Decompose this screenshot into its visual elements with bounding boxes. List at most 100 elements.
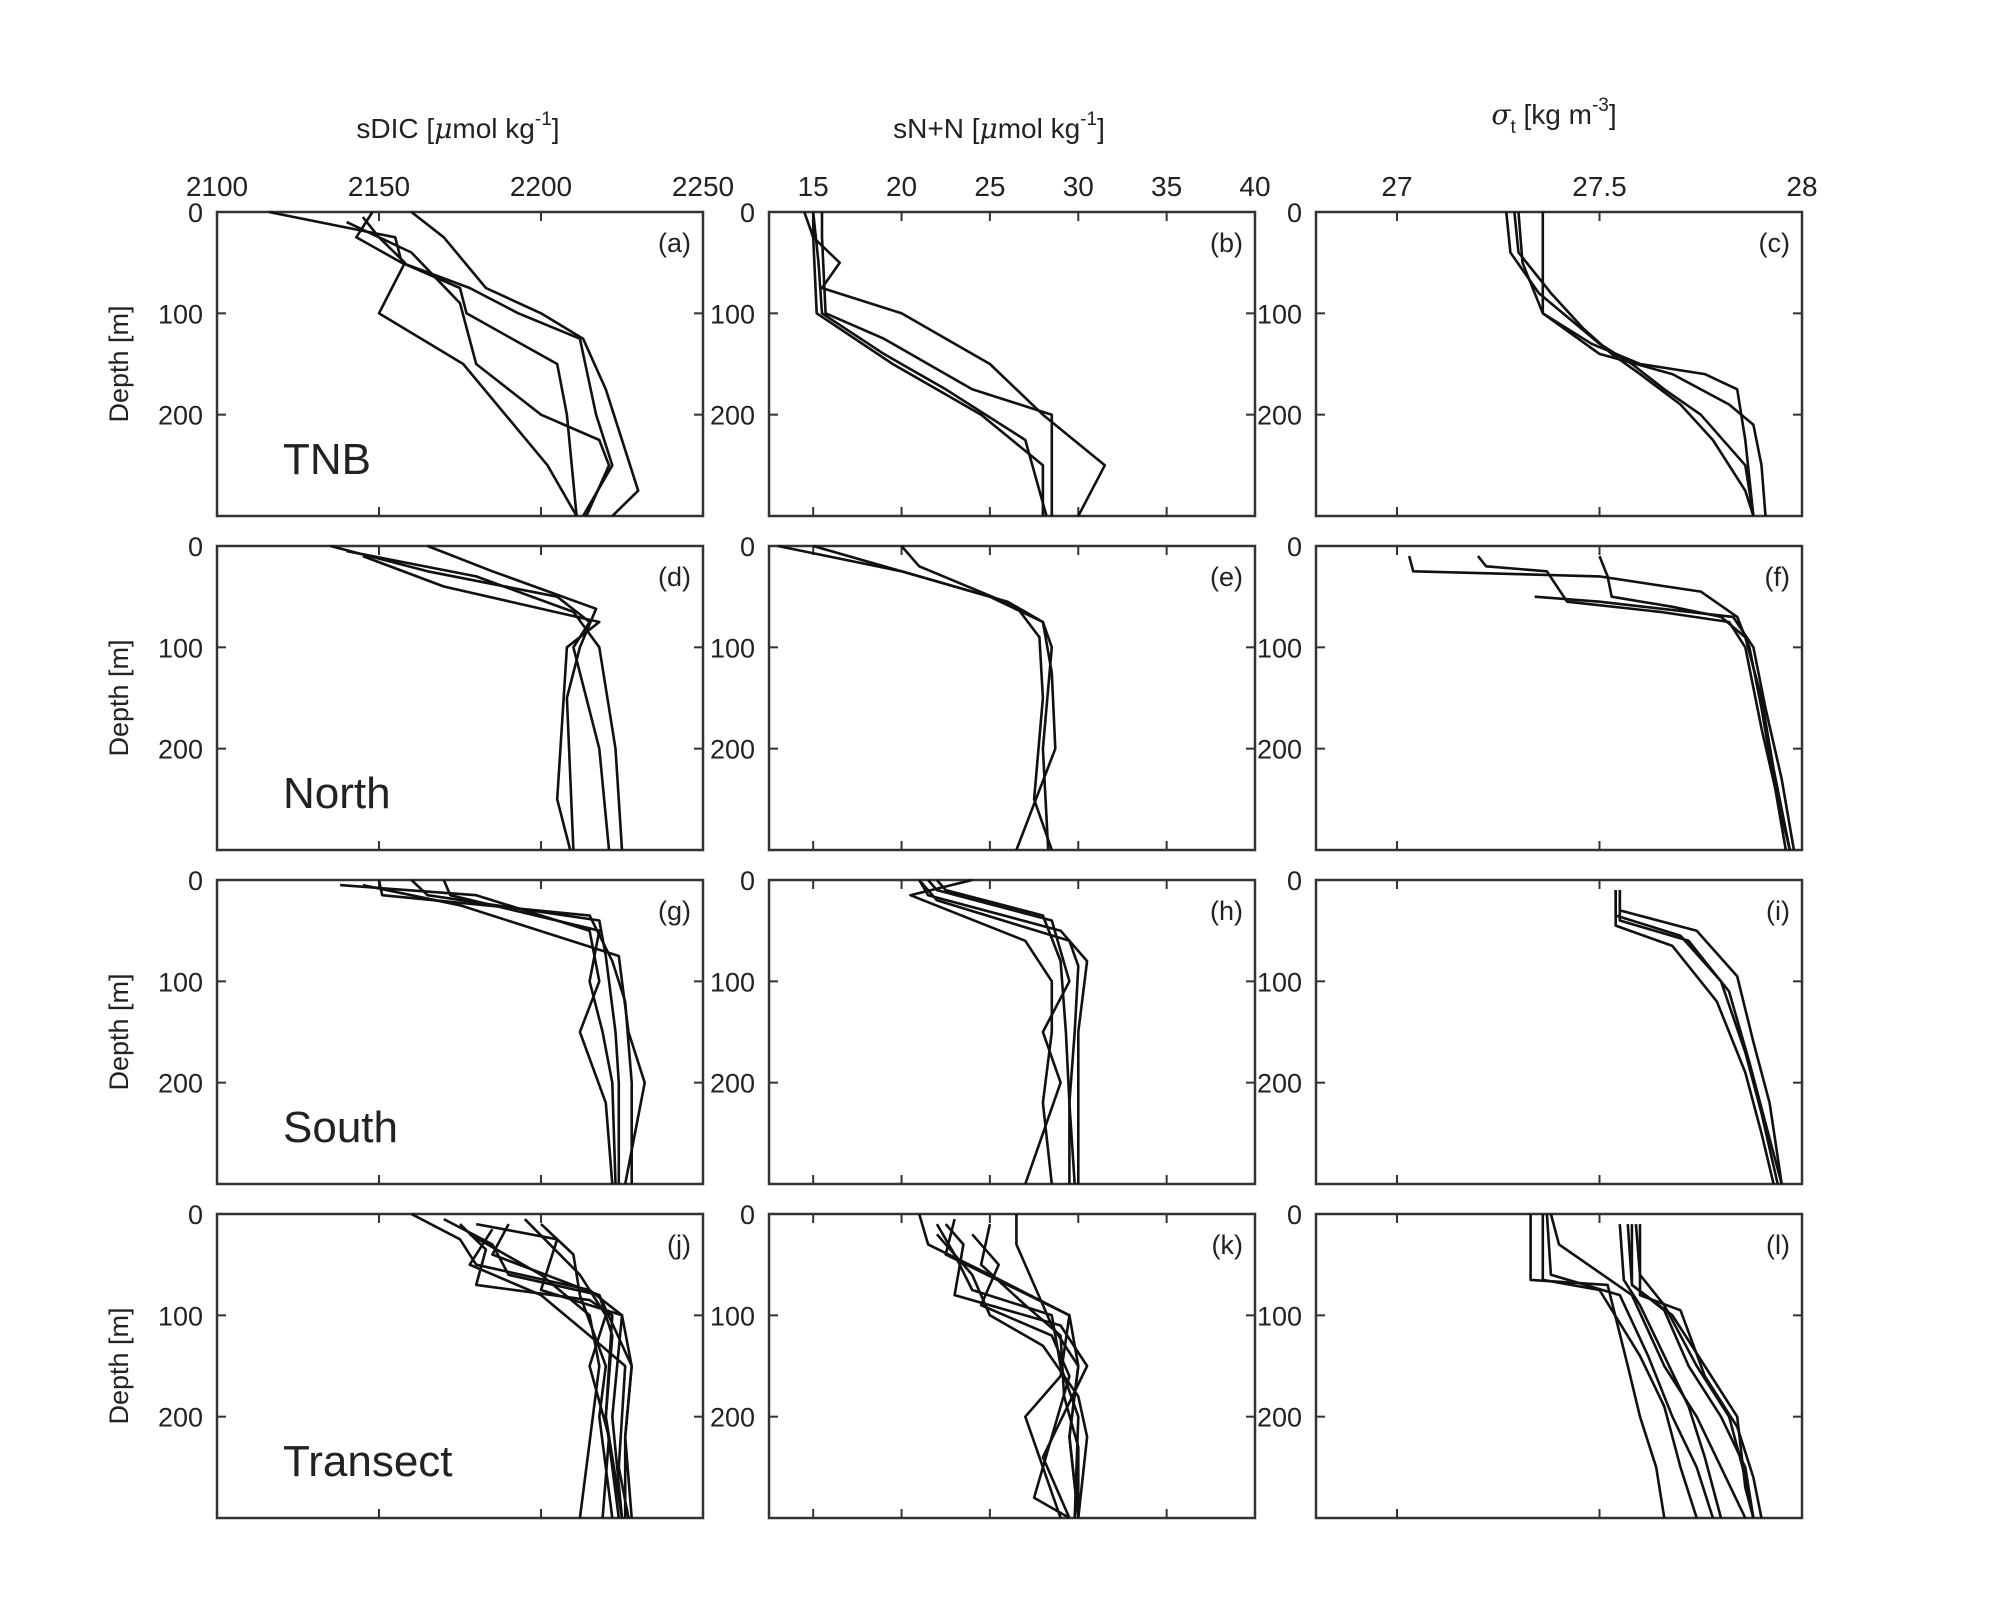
y-axis-label: Depth [m] <box>104 639 134 756</box>
y-tick-label: 0 <box>1287 866 1302 896</box>
y-tick-label: 100 <box>710 1301 755 1331</box>
profile-line <box>917 1213 1080 1519</box>
axes-frame <box>767 210 1257 518</box>
region-label: TNB <box>283 435 371 484</box>
axes-frame <box>215 878 705 1186</box>
profile-line <box>377 879 634 1184</box>
y-tick-label: 100 <box>158 633 203 663</box>
y-tick-label: 100 <box>1257 299 1302 329</box>
profile-line <box>1513 211 1755 517</box>
x-tick-label: 30 <box>1063 171 1094 202</box>
panel-letter: (a) <box>658 228 691 258</box>
y-tick-label: 100 <box>1257 633 1302 663</box>
y-tick-label: 0 <box>188 1200 203 1230</box>
axes-frame <box>1314 878 1804 1186</box>
axes-frame <box>1314 544 1804 852</box>
y-tick-label: 200 <box>158 1069 203 1099</box>
profile-line <box>1618 890 1783 1185</box>
axes-frame <box>1314 1212 1804 1520</box>
y-tick-label: 0 <box>188 866 203 896</box>
panel-g: 0 100 200 Depth [m] South (g) <box>104 866 705 1186</box>
profile-line <box>1598 555 1792 851</box>
profile-line <box>979 1223 1080 1518</box>
y-tick-label: 200 <box>158 1403 203 1433</box>
panel-letter: (j) <box>667 1230 691 1260</box>
axes-frame <box>767 878 1257 1186</box>
panel-l: 0 100 200 (l) <box>1257 1200 1804 1520</box>
profile-line <box>918 879 1089 1184</box>
panel-letter: (g) <box>658 896 691 926</box>
profile-line <box>346 220 611 517</box>
panel-letter: (k) <box>1212 1230 1243 1260</box>
y-tick-label: 0 <box>740 866 755 896</box>
profile-line <box>811 211 1048 517</box>
y-tick-label: 200 <box>1257 1403 1302 1433</box>
y-tick-label: 0 <box>740 198 755 228</box>
profile-line <box>442 879 617 1185</box>
profile-line <box>900 545 1054 851</box>
profile-line <box>1549 1213 1747 1519</box>
profile-line <box>540 1223 614 1519</box>
axes-frame <box>767 544 1257 852</box>
profile-line <box>459 1223 621 1519</box>
y-tick-label: 200 <box>1257 1069 1302 1099</box>
x-tick-label: 35 <box>1151 171 1182 202</box>
x-tick-label: 2200 <box>510 171 572 202</box>
col-label-snn: sN+N [μmol kg-1] <box>893 109 1105 145</box>
panel-a: 0 100 200 2100 2150 2200 2250 Depth [m] TNB (a) <box>104 171 734 518</box>
panel-letter: (d) <box>658 562 691 592</box>
profile-line <box>340 883 614 1185</box>
x-tick-label: 27 <box>1381 171 1412 202</box>
profile-line <box>944 1218 1071 1519</box>
profile-line <box>909 878 1054 1185</box>
region-label: South <box>283 1103 398 1152</box>
y-tick-label: 100 <box>1257 1301 1302 1331</box>
panels: 0 100 200 2100 2150 2200 2250 Depth [m] TNB (a) 0 1… <box>104 171 1818 1520</box>
profile-line <box>1545 1213 1715 1519</box>
panel-letter: (h) <box>1210 896 1243 926</box>
axes-frame <box>767 1212 1257 1520</box>
x-tick-label: 15 <box>798 171 829 202</box>
y-tick-label: 100 <box>158 299 203 329</box>
profile-line <box>803 211 1045 516</box>
x-tick-label: 25 <box>974 171 1005 202</box>
profile-line <box>971 1233 1071 1520</box>
y-tick-label: 100 <box>710 299 755 329</box>
y-tick-label: 200 <box>158 401 203 431</box>
col-label-sdic: sDIC [μmol kg-1] <box>356 109 559 145</box>
profile-line <box>1618 890 1783 1185</box>
panel-letter: (f) <box>1765 562 1790 592</box>
panel-f: 0 100 200 (f) <box>1257 532 1804 852</box>
x-tick-label: 2100 <box>186 171 248 202</box>
profile-line <box>1541 212 1767 517</box>
profile-line <box>410 210 640 517</box>
profile-line <box>362 883 647 1185</box>
panel-letter: (i) <box>1766 896 1790 926</box>
region-label: North <box>283 769 391 818</box>
y-tick-label: 100 <box>158 967 203 997</box>
y-tick-label: 0 <box>188 198 203 228</box>
x-tick-label: 2150 <box>348 171 410 202</box>
profile-line <box>523 1218 611 1519</box>
y-tick-label: 200 <box>158 735 203 765</box>
profile-line <box>1618 1224 1723 1519</box>
profile-line <box>1529 1214 1666 1519</box>
column-labels: sDIC [μmol kg-1] sN+N [μmol kg-1] σt [kg… <box>356 95 1616 145</box>
profile-line <box>777 544 1054 851</box>
profile-line <box>944 1223 1089 1519</box>
profile-line <box>927 879 1071 1185</box>
profile-line <box>1407 555 1788 851</box>
x-tick-label: 2250 <box>672 171 734 202</box>
panel-letter: (l) <box>1766 1230 1790 1260</box>
panel-b: 0 100 200 15 20 25 30 35 40 (b) <box>710 171 1271 518</box>
profile-line <box>1015 1214 1080 1519</box>
panel-h: 0 100 200 (h) <box>710 866 1257 1186</box>
y-tick-label: 200 <box>710 1069 755 1099</box>
profile-line <box>491 1223 624 1519</box>
y-tick-label: 200 <box>1257 735 1302 765</box>
panel-j: 0 100 200 Depth [m] Transect (j) <box>104 1200 705 1520</box>
y-tick-label: 100 <box>158 1301 203 1331</box>
panel-letter: (e) <box>1210 562 1243 592</box>
axes-frame <box>1314 210 1804 518</box>
profile-line <box>811 212 1107 517</box>
